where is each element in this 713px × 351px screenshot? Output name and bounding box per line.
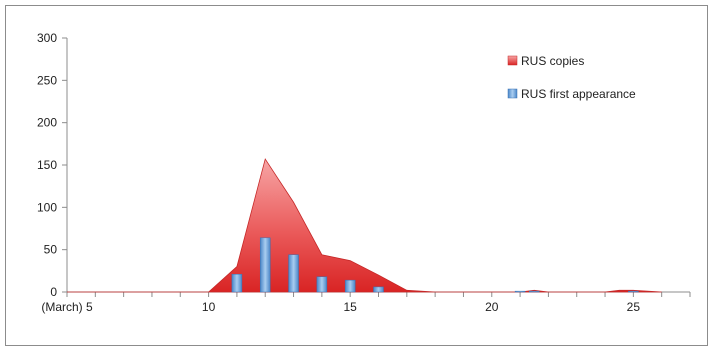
- bar-rus-first-appearance: [373, 286, 384, 293]
- x-tick-label: 15: [344, 300, 358, 314]
- y-tick-label: 150: [37, 158, 57, 172]
- bar-rus-first-appearance: [514, 290, 526, 293]
- x-tick-label: 25: [627, 300, 641, 314]
- y-tick-label: 0: [50, 285, 57, 299]
- legend: RUS copies RUS first appearance: [507, 54, 636, 101]
- axes: [62, 37, 691, 297]
- legend-swatch: [507, 55, 518, 66]
- y-tick-label: 300: [37, 31, 57, 45]
- legend-label: RUS first appearance: [521, 87, 636, 101]
- bar-rus-first-appearance: [288, 254, 299, 293]
- bar-rus-first-appearance: [628, 290, 639, 293]
- bar-rus-first-appearance: [259, 237, 271, 293]
- area-series: [67, 158, 662, 293]
- x-tick-label: (March) 5: [41, 300, 93, 314]
- x-tick-label: 20: [485, 300, 499, 314]
- legend-label: RUS copies: [521, 54, 584, 68]
- bar-rus-first-appearance: [344, 279, 356, 293]
- y-tick-label: 50: [44, 243, 58, 257]
- bar-rus-first-appearance: [529, 290, 540, 293]
- legend-swatch: [507, 88, 518, 99]
- y-tick-label: 200: [37, 116, 57, 130]
- area-rus-copies: [67, 158, 662, 293]
- bar-series: [231, 237, 639, 293]
- x-tick-label: 10: [202, 300, 216, 314]
- y-tick-label: 100: [37, 200, 57, 214]
- bar-rus-first-appearance: [316, 276, 328, 293]
- tick-labels: 0 50 100 150 200 250 300 (March) 5 10 15 20 25: [37, 31, 640, 314]
- y-tick-label: 250: [37, 73, 57, 87]
- bar-rus-first-appearance: [231, 273, 243, 293]
